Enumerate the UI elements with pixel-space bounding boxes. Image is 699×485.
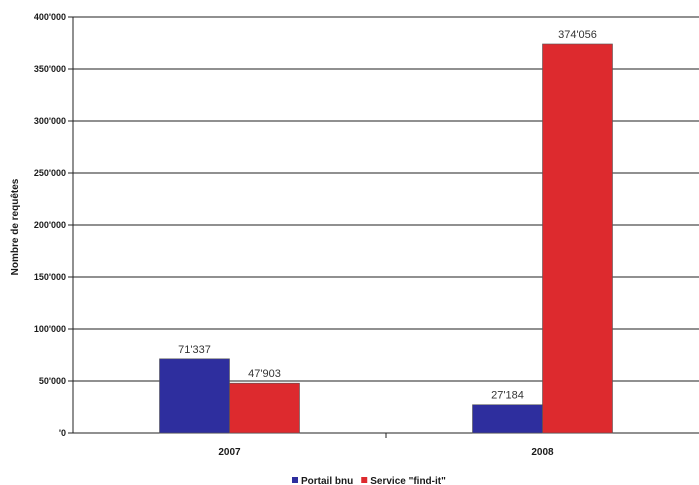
legend-swatch [292,477,298,483]
bar [229,382,300,434]
data-label: 374'056 [558,29,597,41]
bar [542,43,613,434]
data-label: 27'184 [491,390,524,402]
y-tick-label: 200'000 [34,220,66,230]
data-label: 47'903 [248,368,281,380]
x-category-label: 2008 [531,447,554,458]
bars [159,43,613,434]
y-axis-label: Nombre de requêtes [10,178,21,275]
legend-label: Service "find-it" [370,476,446,485]
legend-swatch [361,477,368,483]
y-tick-label: 250'000 [34,168,66,178]
y-tick-label: 150'000 [34,272,66,282]
legend-label: Portail bnu [301,476,353,485]
data-labels: 71'337 47'903 27'184 374'056 [178,29,597,402]
legend: Portail bnu Service "find-it" [292,476,446,485]
y-tick-label: 350'000 [34,64,66,74]
y-tick-label: 100'000 [34,324,66,334]
y-tick-label: 50'000 [39,376,66,386]
data-label: 71'337 [178,344,211,356]
y-tick-label: 400'000 [34,12,66,22]
bar [472,404,543,434]
y-tick-label: 300'000 [34,116,66,126]
x-category-label: 2007 [218,447,241,458]
gridlines [73,16,699,382]
y-tick-label: '0 [59,428,66,438]
bar [159,358,230,434]
